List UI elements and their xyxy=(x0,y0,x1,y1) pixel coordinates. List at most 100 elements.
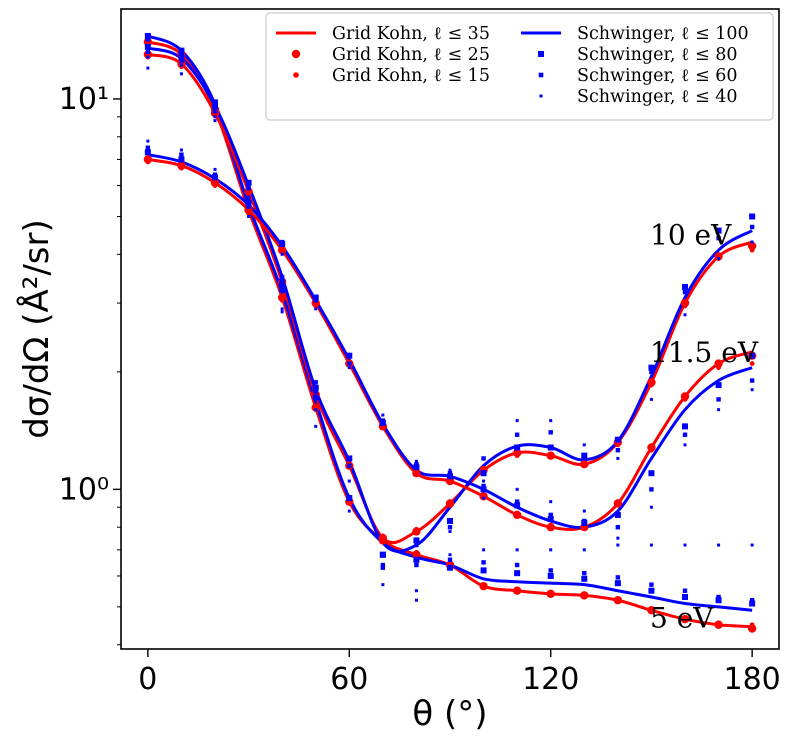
marker-point xyxy=(682,283,688,290)
marker-point xyxy=(279,278,286,285)
marker-point xyxy=(447,473,453,480)
marker-point xyxy=(145,159,151,165)
marker-point xyxy=(615,447,621,453)
legend-label: Grid Kohn, ℓ ≤ 25 xyxy=(332,45,490,65)
marker-point xyxy=(582,443,586,447)
marker-point xyxy=(414,549,419,555)
annotation-1: 11.5 eV xyxy=(650,336,759,369)
marker-point xyxy=(548,430,553,435)
marker-point xyxy=(715,597,722,604)
legend-label: Schwinger, ℓ ≤ 40 xyxy=(577,87,737,107)
marker-point xyxy=(649,582,654,587)
marker-point xyxy=(549,548,553,552)
y-tick-label: 10¹ xyxy=(59,82,109,117)
marker-point xyxy=(581,463,587,469)
marker-point xyxy=(649,543,653,547)
legend-swatch xyxy=(293,72,299,78)
marker-point xyxy=(682,423,688,430)
marker-point xyxy=(380,562,386,568)
marker-point xyxy=(749,378,755,383)
marker-point xyxy=(649,505,653,509)
legend-label: Schwinger, ℓ ≤ 100 xyxy=(577,24,749,44)
marker-point xyxy=(717,257,721,261)
marker-point xyxy=(716,235,721,241)
x-tick-label: 0 xyxy=(138,662,157,697)
legend-label: Schwinger, ℓ ≤ 60 xyxy=(577,66,737,86)
marker-point xyxy=(312,294,319,301)
marker-point xyxy=(514,586,520,592)
marker-point xyxy=(649,382,654,388)
marker-point xyxy=(279,274,285,280)
marker-point xyxy=(481,560,486,565)
x-axis-title: θ (°) xyxy=(412,694,487,734)
marker-point xyxy=(246,204,251,209)
marker-point xyxy=(717,408,721,412)
marker-point xyxy=(314,424,318,428)
marker-point xyxy=(179,50,184,56)
marker-point xyxy=(145,49,151,55)
marker-point xyxy=(313,380,318,385)
marker-point xyxy=(448,553,452,557)
marker-point xyxy=(144,43,151,50)
marker-point xyxy=(648,364,655,371)
plot-frame xyxy=(120,8,780,650)
marker-point xyxy=(481,582,486,588)
marker-point xyxy=(581,452,588,459)
marker-point xyxy=(683,443,687,447)
marker-point xyxy=(280,252,284,256)
legend-box xyxy=(265,12,774,121)
marker-point xyxy=(615,442,621,448)
marker-point xyxy=(179,165,184,171)
marker-point xyxy=(414,526,419,532)
marker-point xyxy=(414,542,419,548)
marker-point xyxy=(447,470,453,476)
marker-point xyxy=(514,499,520,504)
marker-point xyxy=(414,598,418,602)
marker-point xyxy=(716,397,721,402)
marker-point xyxy=(614,436,621,443)
marker-point xyxy=(213,115,217,119)
marker-point xyxy=(515,419,519,423)
marker-point xyxy=(146,55,150,59)
ticks-layer: 0 60 120 180 10⁰ 10¹ xyxy=(59,82,781,697)
marker-point xyxy=(582,509,586,513)
marker-point xyxy=(212,183,218,188)
marker-point xyxy=(414,469,419,475)
marker-point xyxy=(715,382,722,389)
marker-point xyxy=(514,570,521,577)
series-layer xyxy=(147,34,753,629)
marker-point xyxy=(280,307,284,311)
marker-point xyxy=(313,389,318,394)
marker-point xyxy=(144,149,151,156)
x-tick-label: 120 xyxy=(522,662,579,697)
marker-point xyxy=(447,517,453,524)
marker-point xyxy=(514,510,520,516)
marker-point xyxy=(549,419,553,423)
marker-point xyxy=(414,589,418,593)
marker-point xyxy=(279,286,286,293)
legend-label: Grid Kohn, ℓ ≤ 15 xyxy=(332,66,490,86)
marker-point xyxy=(548,522,554,528)
marker-point xyxy=(549,500,553,504)
marker-point xyxy=(682,396,688,402)
marker-point xyxy=(346,501,352,506)
marker-point xyxy=(347,479,351,483)
marker-point xyxy=(749,213,756,220)
marker-point xyxy=(146,139,150,143)
marker-point xyxy=(615,499,621,505)
legend-label: Grid Kohn, ℓ ≤ 35 xyxy=(332,24,490,44)
marker-point xyxy=(346,455,353,462)
marker-point xyxy=(213,167,217,171)
marker-point xyxy=(413,537,420,544)
annotations-layer: 10 eV 11.5 eV 5 eV xyxy=(650,218,759,634)
marker-point xyxy=(413,556,420,563)
marker-point xyxy=(682,588,688,593)
marker-point xyxy=(615,575,621,580)
x-tick-label: 60 xyxy=(330,662,368,697)
marker-point xyxy=(714,359,723,368)
marker-point xyxy=(582,548,586,552)
marker-point xyxy=(279,239,285,245)
marker-point xyxy=(548,512,553,518)
marker-point xyxy=(179,148,183,152)
marker-point xyxy=(347,495,352,501)
